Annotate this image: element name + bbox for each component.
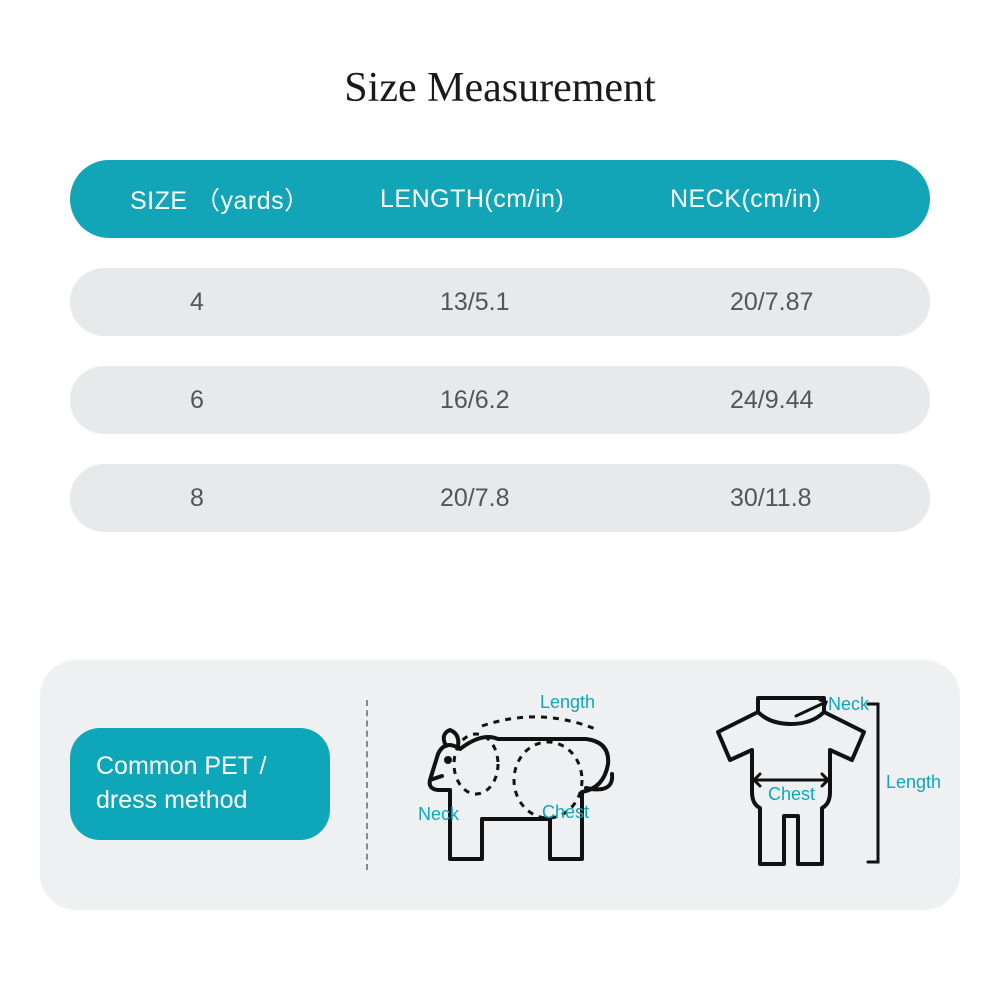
cell-size: 8 [70, 484, 380, 513]
shirt-neck-label: Neck [828, 694, 869, 715]
shirt-length-label: Length [886, 772, 941, 793]
shirt-diagram-icon: Neck Length Chest [700, 684, 940, 894]
table-row: 4 13/5.1 20/7.87 [70, 268, 930, 336]
col-header-neck: NECK(cm/in) [670, 185, 930, 214]
cell-length: 16/6.2 [380, 386, 670, 415]
cell-length: 13/5.1 [380, 288, 670, 317]
dog-length-label: Length [540, 692, 595, 713]
cell-neck: 24/9.44 [670, 386, 930, 415]
table-row: 8 20/7.8 30/11.8 [70, 464, 930, 532]
page-title: Size Measurement [0, 0, 1000, 160]
cell-size: 4 [70, 288, 380, 317]
col-header-length: LENGTH(cm/in) [380, 185, 670, 214]
cell-neck: 30/11.8 [670, 484, 930, 513]
dog-neck-label: Neck [418, 804, 459, 825]
method-panel: Common PET / dress method Neck [40, 660, 960, 910]
method-badge-label: Common PET / dress method [96, 750, 304, 818]
size-table: SIZE （yards） LENGTH(cm/in) NECK(cm/in) 4… [70, 160, 930, 532]
vertical-separator-icon [366, 700, 368, 870]
method-badge: Common PET / dress method [70, 728, 330, 840]
table-header-row: SIZE （yards） LENGTH(cm/in) NECK(cm/in) [70, 160, 930, 238]
dog-chest-label: Chest [542, 802, 589, 823]
cell-size: 6 [70, 386, 380, 415]
table-row: 6 16/6.2 24/9.44 [70, 366, 930, 434]
col-header-size: SIZE （yards） [70, 181, 380, 217]
shirt-chest-label: Chest [768, 784, 815, 805]
cell-length: 20/7.8 [380, 484, 670, 513]
dog-diagram-icon: Neck Length Chest [390, 684, 670, 894]
cell-neck: 20/7.87 [670, 288, 930, 317]
